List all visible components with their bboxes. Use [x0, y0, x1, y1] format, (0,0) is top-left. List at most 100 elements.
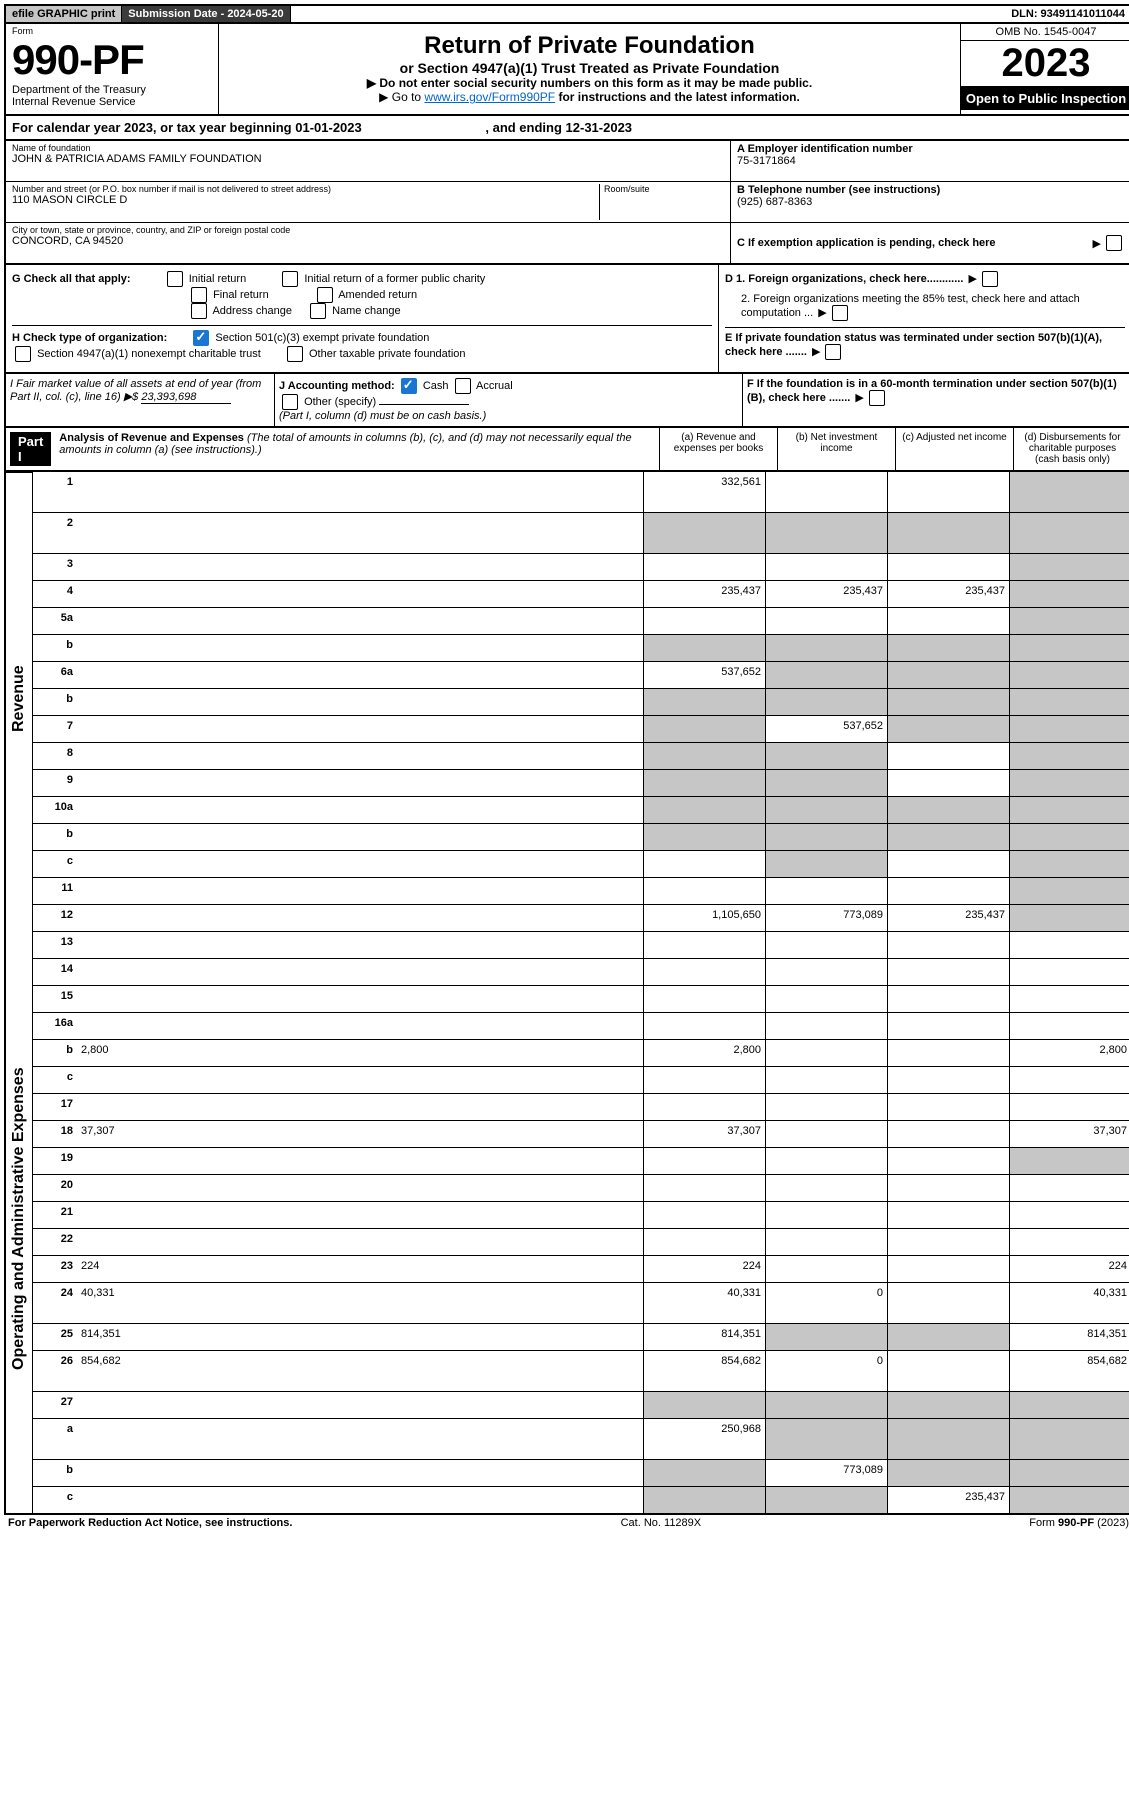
catalog-no: Cat. No. 11289X [621, 1517, 702, 1529]
addr-label: Number and street (or P.O. box number if… [12, 184, 599, 194]
cell-d [1009, 1202, 1129, 1228]
row-number: 27 [33, 1392, 79, 1418]
cell-b [765, 1202, 887, 1228]
table-row: 19 [33, 1148, 1129, 1175]
cell-c [887, 1460, 1009, 1486]
other-specify-checkbox[interactable] [282, 394, 298, 410]
f-checkbox[interactable] [869, 390, 885, 406]
table-row: 1837,30737,30737,307 [33, 1121, 1129, 1148]
cell-a: 37,307 [643, 1121, 765, 1147]
dln-label: DLN: 93491141011044 [1005, 6, 1129, 22]
initial-return-checkbox[interactable] [167, 271, 183, 287]
cell-d [1009, 959, 1129, 985]
table-row: 25814,351814,351814,351 [33, 1324, 1129, 1351]
table-row: 121,105,650773,089235,437 [33, 905, 1129, 932]
501c3-checkbox[interactable] [193, 330, 209, 346]
row-number: 22 [33, 1229, 79, 1255]
table-row: 6a537,652 [33, 662, 1129, 689]
row-desc [79, 1392, 643, 1418]
col-a-header: (a) Revenue and expenses per books [659, 428, 777, 470]
row-desc: 224 [79, 1256, 643, 1282]
paperwork-notice: For Paperwork Reduction Act Notice, see … [8, 1517, 292, 1529]
cell-d [1009, 1487, 1129, 1513]
cell-a [643, 959, 765, 985]
cell-a [643, 743, 765, 769]
cell-c [887, 1324, 1009, 1350]
cell-a [643, 1148, 765, 1174]
cell-d [1009, 986, 1129, 1012]
row-desc [79, 1067, 643, 1093]
opex-side-label: Operating and Administrative Expenses [6, 925, 33, 1513]
cell-d [1009, 1229, 1129, 1255]
amended-return-checkbox[interactable] [317, 287, 333, 303]
e-checkbox[interactable] [825, 344, 841, 360]
cell-c [887, 1040, 1009, 1066]
cell-c [887, 635, 1009, 661]
row-number: 18 [33, 1121, 79, 1147]
cell-b [765, 472, 887, 512]
cell-c [887, 1067, 1009, 1093]
final-return-checkbox[interactable] [191, 287, 207, 303]
name-change-checkbox[interactable] [310, 303, 326, 319]
row-number: 19 [33, 1148, 79, 1174]
cell-c: 235,437 [887, 1487, 1009, 1513]
efile-label: efile GRAPHIC print [6, 6, 122, 22]
calendar-year-row: For calendar year 2023, or tax year begi… [4, 116, 1129, 141]
cell-b [765, 878, 887, 904]
foundation-info: Name of foundation JOHN & PATRICIA ADAMS… [4, 141, 1129, 265]
cell-d [1009, 1419, 1129, 1459]
cell-b [765, 1419, 887, 1459]
cell-d [1009, 1067, 1129, 1093]
cell-c [887, 662, 1009, 688]
cell-d [1009, 824, 1129, 850]
accrual-checkbox[interactable] [455, 378, 471, 394]
form990pf-link[interactable]: www.irs.gov/Form990PF [424, 90, 555, 104]
cell-d [1009, 716, 1129, 742]
cell-d: 2,800 [1009, 1040, 1129, 1066]
cell-b: 773,089 [765, 905, 887, 931]
table-row: c 235,437 [33, 1487, 1129, 1513]
d2-checkbox[interactable] [832, 305, 848, 321]
form-label: Form [12, 26, 212, 36]
fmv-row: I Fair market value of all assets at end… [4, 374, 1129, 428]
row-number: c [33, 1067, 79, 1093]
cell-c [887, 1351, 1009, 1391]
cell-a: 40,331 [643, 1283, 765, 1323]
tax-year: 2023 [961, 41, 1129, 87]
cell-a [643, 1487, 765, 1513]
4947-checkbox[interactable] [15, 346, 31, 362]
cash-checkbox[interactable] [401, 378, 417, 394]
phone-value: (925) 687-8363 [737, 196, 1125, 208]
cell-b [765, 1175, 887, 1201]
table-row: 9 [33, 770, 1129, 797]
table-row: 13 [33, 932, 1129, 959]
row-number: 23 [33, 1256, 79, 1282]
tax-year-begin: 01-01-2023 [295, 120, 362, 135]
row-desc [79, 635, 643, 661]
table-row: 16a [33, 1013, 1129, 1040]
cell-a [643, 1460, 765, 1486]
row-desc [79, 1487, 643, 1513]
row-number: c [33, 1487, 79, 1513]
cell-c [887, 770, 1009, 796]
cell-d: 814,351 [1009, 1324, 1129, 1350]
cell-d [1009, 770, 1129, 796]
initial-former-checkbox[interactable] [282, 271, 298, 287]
city-label: City or town, state or province, country… [12, 225, 724, 235]
d1-checkbox[interactable] [982, 271, 998, 287]
pending-checkbox[interactable] [1106, 235, 1122, 251]
row-number: 6a [33, 662, 79, 688]
other-taxable-checkbox[interactable] [287, 346, 303, 362]
cell-c [887, 1392, 1009, 1418]
cell-a [643, 554, 765, 580]
cell-d: 854,682 [1009, 1351, 1129, 1391]
cell-b [765, 662, 887, 688]
row-desc: 2,800 [79, 1040, 643, 1066]
cell-d [1009, 905, 1129, 931]
cell-c [887, 1202, 1009, 1228]
table-row: 26854,682854,6820854,682 [33, 1351, 1129, 1392]
cell-b [765, 608, 887, 634]
row-number: 15 [33, 986, 79, 1012]
row-desc [79, 689, 643, 715]
address-change-checkbox[interactable] [191, 303, 207, 319]
